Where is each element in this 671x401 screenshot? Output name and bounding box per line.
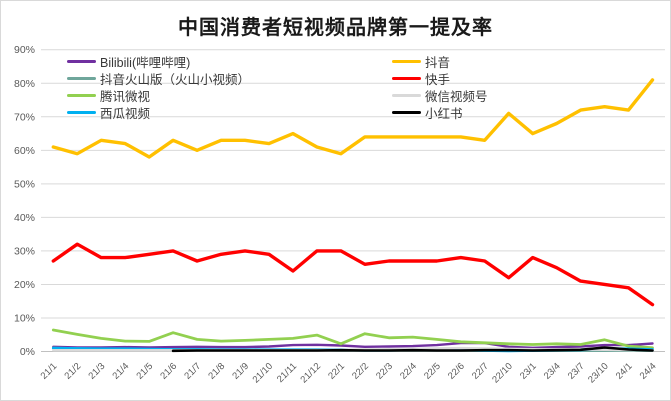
legend-swatch — [392, 76, 421, 81]
legend-item-1: 抖音火山版（火山小视频） — [67, 70, 250, 87]
x-tick-label: 23/4 — [542, 361, 563, 382]
y-tick-label: 40% — [14, 212, 35, 224]
series-line-0 — [52, 341, 654, 349]
legend-item-6: 微信视频号 — [392, 87, 488, 104]
x-tick-label: 21/3 — [86, 361, 107, 382]
legend-item-3: 西瓜视频 — [67, 104, 250, 121]
legend-swatch — [67, 59, 96, 64]
x-tick-label: 21/5 — [134, 361, 155, 382]
series-line-4 — [51, 78, 655, 159]
x-tick-label: 21/7 — [182, 361, 203, 382]
legend-swatch — [392, 59, 421, 64]
x-tick-label: 22/3 — [374, 361, 395, 382]
x-tick-label: 21/8 — [206, 361, 227, 382]
x-tick-label: 24/4 — [638, 361, 659, 382]
x-tick-label: 21/2 — [63, 361, 84, 382]
y-tick-label: 0% — [20, 346, 35, 358]
series-line-2 — [51, 328, 654, 350]
x-tick-label: 22/2 — [350, 361, 371, 382]
x-tick-label: 23/10 — [586, 361, 611, 386]
x-tick-label: 23/1 — [518, 361, 539, 382]
x-tick-label: 22/4 — [398, 361, 419, 382]
x-tick-label: 24/1 — [614, 361, 635, 382]
series-line-7 — [171, 346, 654, 353]
legend-column-right: 抖音快手微信视频号小红书 — [392, 53, 488, 121]
y-tick-label: 30% — [14, 245, 35, 257]
legend-swatch — [67, 93, 96, 98]
x-tick-label: 21/10 — [251, 361, 276, 386]
legend-swatch — [392, 93, 421, 98]
legend-label: 西瓜视频 — [100, 107, 151, 121]
legend-column-left: Bilibili(哔哩哔哩) 抖音火山版（火山小视频） 腾讯微视西瓜视频 — [67, 53, 250, 121]
legend-swatch — [392, 110, 421, 115]
y-tick-label: 80% — [14, 78, 35, 90]
x-tick-label: 22/6 — [446, 361, 467, 382]
legend-item-7: 小红书 — [392, 104, 488, 121]
x-tick-label: 22/7 — [470, 361, 491, 382]
legend-swatch — [67, 110, 96, 115]
legend-label: 抖音 — [425, 56, 451, 70]
y-tick-label: 60% — [14, 145, 35, 157]
legend-label: Bilibili(哔哩哔哩) — [100, 56, 191, 70]
y-tick-label: 10% — [14, 312, 35, 324]
x-tick-label: 23/7 — [566, 361, 587, 382]
x-tick-label: 21/1 — [39, 361, 60, 382]
x-tick-label: 22/5 — [422, 361, 443, 382]
y-tick-label: 70% — [14, 111, 35, 123]
y-tick-label: 50% — [14, 178, 35, 190]
chart-title: 中国消费者短视频品牌第一提及率 — [178, 17, 493, 39]
legend-item-4: 抖音 — [392, 53, 488, 70]
legend-swatch — [67, 76, 96, 81]
x-tick-label: 22/10 — [490, 361, 515, 386]
legend-label: 抖音火山版（火山小视频） — [100, 73, 251, 87]
x-tick-label: 21/4 — [110, 361, 131, 382]
y-tick-label: 90% — [14, 44, 35, 56]
x-tick-label: 22/1 — [326, 361, 347, 382]
legend-label: 快手 — [425, 73, 451, 87]
y-tick-label: 20% — [14, 279, 35, 291]
legend-item-5: 快手 — [392, 70, 488, 87]
series-line-5 — [51, 242, 655, 307]
legend-label: 小红书 — [425, 107, 463, 121]
x-tick-label: 21/9 — [230, 361, 251, 382]
legend-label: 微信视频号 — [425, 90, 488, 104]
legend-item-2: 腾讯微视 — [67, 87, 250, 104]
x-tick-label: 21/11 — [275, 361, 299, 385]
x-tick-label: 21/12 — [298, 361, 323, 386]
legend-label: 腾讯微视 — [100, 90, 151, 104]
legend-item-0: Bilibili(哔哩哔哩) — [67, 53, 250, 70]
x-tick-label: 21/6 — [158, 361, 179, 382]
